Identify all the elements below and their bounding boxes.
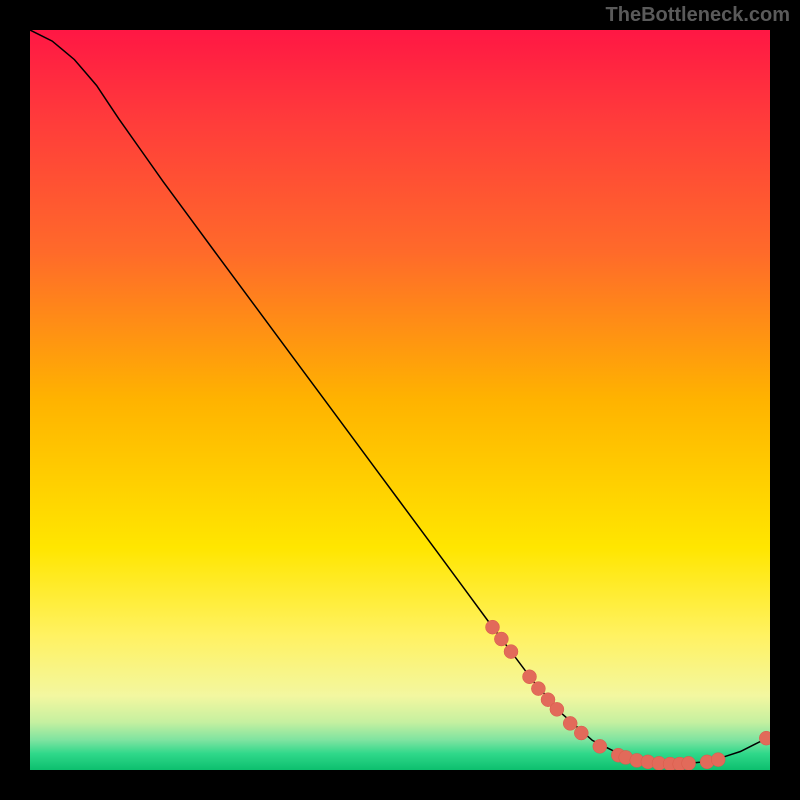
watermark-text: TheBottleneck.com: [606, 4, 790, 27]
data-marker: [682, 756, 696, 770]
chart-svg: [30, 30, 770, 770]
data-marker: [531, 682, 545, 696]
data-marker: [523, 670, 537, 684]
data-marker: [563, 716, 577, 730]
data-marker: [574, 726, 588, 740]
plot-area: [30, 30, 770, 770]
data-marker: [504, 645, 518, 659]
chart-container: TheBottleneck.com: [0, 0, 800, 800]
data-marker: [494, 632, 508, 646]
data-marker: [593, 739, 607, 753]
data-marker: [711, 753, 725, 767]
gradient-background: [30, 30, 770, 770]
data-marker: [550, 702, 564, 716]
data-marker: [486, 620, 500, 634]
